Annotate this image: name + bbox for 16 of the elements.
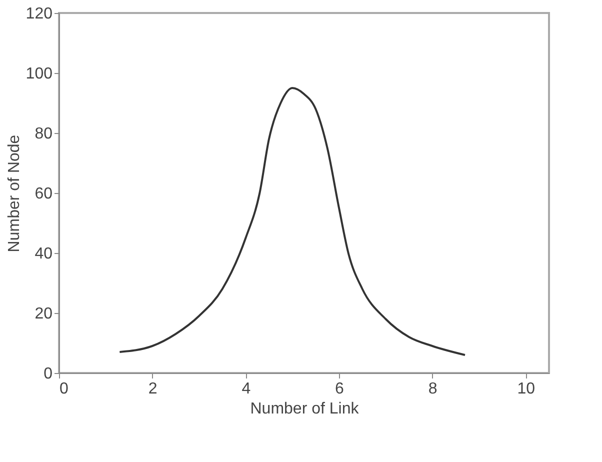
y-tick-label: 120 [26, 6, 53, 22]
x-tick-label: 4 [242, 380, 251, 398]
y-axis-title: Number of Node [6, 134, 23, 252]
line-series [118, 87, 466, 356]
y-tick-label: 100 [26, 66, 53, 82]
x-tick-label: 6 [335, 380, 344, 398]
x-tick-label: 8 [428, 380, 438, 398]
y-tick-label: 80 [34, 126, 53, 142]
y-tick-label: 60 [34, 186, 53, 202]
x-tick-label: 2 [148, 380, 158, 398]
y-tick-label: 40 [34, 246, 53, 262]
x-tick-label: 0 [60, 380, 68, 398]
y-tick-label: 20 [34, 306, 53, 322]
x-axis-title: Number of Link [250, 400, 360, 418]
y-tick-label: 0 [44, 366, 53, 382]
x-tick-label: 10 [517, 380, 536, 398]
